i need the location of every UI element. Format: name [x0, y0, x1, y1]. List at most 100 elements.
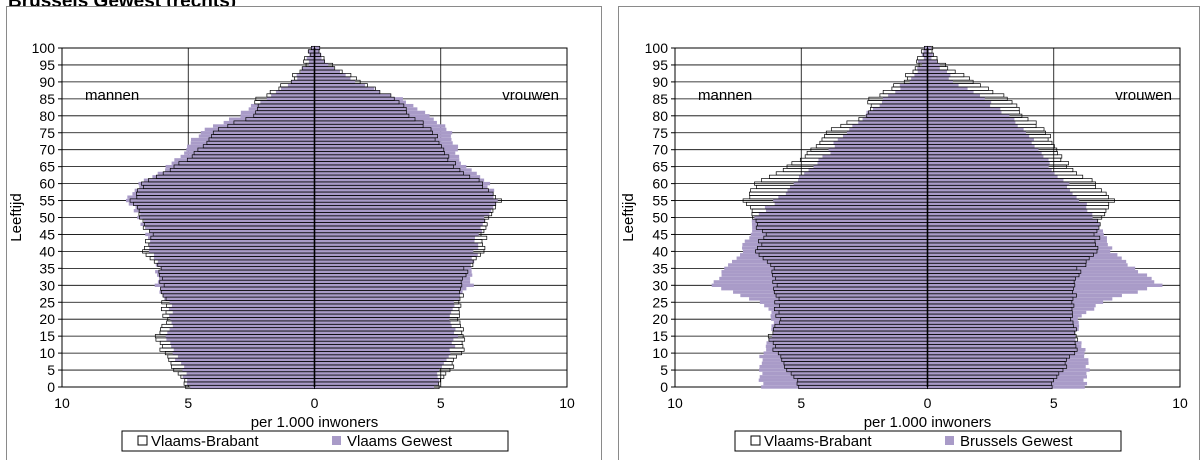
pyramid-svg: 0510152025303540455055606570758085909510… [8, 40, 575, 452]
bar-male-fill [744, 239, 928, 243]
bar-female-fill [927, 317, 1078, 321]
bar-male-fill [846, 131, 928, 135]
bar-female-fill [314, 215, 485, 220]
bar-male-fill [909, 80, 928, 84]
bar-female-fill [927, 225, 1099, 230]
bar-male-fill [190, 141, 315, 145]
bar-female-fill [927, 378, 1084, 382]
bar-female-fill [927, 368, 1090, 372]
bar-female-fill [927, 259, 1127, 264]
y-tick-label: 10 [652, 345, 668, 361]
y-axis-label: Leeftijd [620, 193, 637, 241]
bar-male-fill [296, 73, 315, 77]
legend-swatch-fill [332, 436, 341, 445]
label-vrouwen: vrouwen [502, 87, 559, 104]
bar-male-fill [182, 368, 315, 372]
bar-male-fill [765, 209, 928, 213]
bar-male-fill [297, 76, 315, 81]
bar-female-fill [314, 168, 472, 172]
bar-male-fill [152, 175, 315, 179]
bar-male-fill [761, 361, 928, 365]
bar-female-fill [314, 280, 471, 284]
bar-male-fill [900, 87, 928, 91]
legend-label-vlaams-brabant: Vlaams-Brabant [764, 433, 872, 450]
y-tick-label: 95 [652, 57, 668, 73]
bar-female-fill [927, 100, 992, 104]
bar-male-fill [923, 56, 928, 60]
bar-male-fill [182, 375, 315, 379]
bar-male-fill [749, 236, 928, 240]
bar-male-fill [758, 378, 928, 382]
bar-female-fill [927, 381, 1088, 386]
y-tick-label: 0 [47, 379, 55, 395]
bar-male-fill [173, 348, 315, 352]
bar-female-fill [927, 364, 1086, 369]
bar-female-fill [314, 239, 475, 243]
bar-female-fill [927, 276, 1152, 281]
bar-female-fill [314, 171, 477, 176]
bar-female-fill [314, 293, 461, 298]
bar-male-fill [899, 83, 928, 87]
bar-female-fill [314, 144, 459, 148]
bar-male-fill [125, 198, 315, 203]
bar-male-fill [881, 100, 928, 104]
y-tick-label: 75 [652, 125, 668, 141]
bar-male-fill [917, 70, 928, 74]
bar-male-fill [184, 364, 315, 369]
y-tick-label: 45 [39, 226, 55, 242]
bar-female-fill [927, 283, 1163, 287]
bar-female-fill [927, 263, 1128, 267]
x-tick-label: 10 [54, 395, 70, 411]
bar-female-fill [927, 324, 1080, 328]
bar-female-fill [927, 270, 1139, 274]
bar-male-fill [187, 144, 315, 148]
bar-female-fill [314, 290, 463, 294]
bar-female-fill [314, 242, 479, 247]
bar-female-fill [314, 164, 467, 169]
bar-female-fill [927, 256, 1122, 260]
bar-female-fill [314, 327, 456, 332]
bar-female-fill [927, 334, 1076, 338]
bar-male-fill [742, 249, 928, 254]
bar-male-fill [169, 300, 315, 304]
bar-male-fill [766, 348, 928, 352]
bar-male-fill [240, 110, 315, 115]
bar-male-fill [759, 375, 928, 379]
bar-male-fill [308, 59, 315, 64]
y-tick-label: 75 [39, 125, 55, 141]
bar-male-fill [721, 273, 928, 277]
bar-female-fill [927, 56, 932, 60]
bar-female-fill [314, 256, 472, 260]
bar-female-fill [314, 124, 446, 128]
bar-male-fill [917, 66, 928, 71]
bar-male-fill [309, 53, 315, 57]
bar-male-fill [778, 195, 928, 199]
x-tick-label: 10 [559, 395, 575, 411]
y-tick-label: 100 [645, 40, 669, 56]
bar-male-fill [752, 225, 928, 230]
bar-male-fill [171, 161, 315, 165]
bar-male-fill [808, 168, 928, 172]
bar-female-fill [314, 198, 498, 203]
y-tick-label: 65 [39, 159, 55, 175]
bar-male-fill [302, 66, 315, 71]
bar-male-fill [771, 324, 928, 328]
bar-male-fill [171, 344, 315, 348]
bar-male-fill [171, 303, 315, 308]
bar-male-fill [306, 56, 315, 60]
y-tick-label: 55 [39, 193, 55, 209]
bar-male-fill [133, 209, 315, 213]
bar-female-fill [927, 117, 1015, 121]
bar-female-fill [927, 131, 1026, 135]
bar-male-fill [768, 337, 928, 342]
bar-male-fill [759, 300, 928, 304]
bar-male-fill [223, 120, 315, 125]
bar-male-fill [266, 97, 315, 101]
bar-female-fill [927, 337, 1076, 342]
bar-female-fill [314, 331, 455, 335]
bar-male-fill [190, 137, 315, 142]
bar-female-fill [927, 103, 991, 108]
bar-female-fill [314, 192, 494, 196]
bar-female-fill [314, 56, 322, 60]
bar-male-fill [754, 215, 928, 220]
